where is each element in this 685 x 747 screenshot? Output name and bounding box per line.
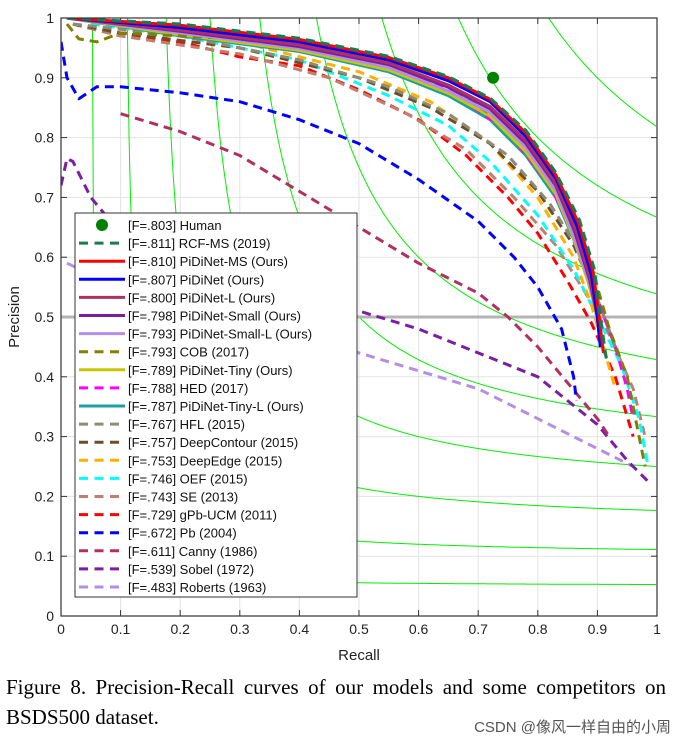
legend-entry: [F=.793] COB (2017): [128, 345, 249, 360]
legend-entry: [F=.789] PiDiNet-Tiny (Ours): [128, 363, 293, 378]
legend-entry: [F=.611] Canny (1986): [128, 544, 257, 559]
figure-caption: Figure 8. Precision-Recall curves of our…: [6, 675, 666, 729]
y-tick-label: 0.3: [35, 429, 55, 445]
x-tick-label: 0.8: [528, 621, 548, 637]
legend-entry: [F=.798] PiDiNet-Small (Ours): [128, 309, 301, 324]
legend-entry: [F=.767] HFL (2015): [128, 417, 245, 432]
legend-entry: [F=.788] HED (2017): [128, 381, 248, 396]
legend-entry: [F=.787] PiDiNet-Tiny-L (Ours): [128, 399, 304, 414]
legend-entry: [F=.810] PiDiNet-MS (Ours): [128, 254, 288, 269]
x-tick-label: 0.1: [111, 621, 131, 637]
legend-entry: [F=.729] gPb-UCM (2011): [128, 508, 277, 523]
y-tick-label: 0.1: [35, 548, 55, 564]
legend-human-marker: [96, 219, 108, 231]
x-tick-label: 0.5: [349, 621, 369, 637]
series-line: [72, 22, 635, 438]
y-tick-label: 0.6: [35, 249, 55, 265]
x-tick-label: 0.6: [409, 621, 429, 637]
x-tick-label: 0: [57, 621, 65, 637]
legend-entry: [F=.743] SE (2013): [128, 490, 238, 505]
legend: [F=.803] Human [F=.811] RCF-MS (2019) [F=.…: [74, 212, 358, 598]
y-tick-label: 0: [46, 608, 54, 624]
iso-f-contour: [381, 18, 657, 295]
x-tick-label: 1: [653, 621, 661, 637]
legend-entry: [F=.800] PiDiNet-L (Ours): [128, 290, 275, 305]
y-tick-label: 0.7: [35, 189, 55, 205]
legend-entry: [F=.757] DeepContour (2015): [128, 435, 298, 450]
series-line: [120, 112, 611, 438]
y-tick-label: 0.5: [35, 309, 55, 325]
legend-entry: [F=.672] Pb (2004): [128, 526, 237, 541]
pr-chart: 0 0.1 0.2 0.3 0.4 0.5 0.6 0.7 0.8 0.9 1 0 0.1 0.2 0.3 0…: [6, 10, 661, 664]
human-point: [487, 71, 500, 84]
watermark: CSDN @像风一样自由的小周: [474, 719, 671, 736]
y-tick-label: 0.4: [35, 369, 55, 385]
y-tick-label: 1: [46, 10, 54, 26]
x-tick-label: 0.9: [588, 621, 608, 637]
series-line: [61, 41, 578, 401]
legend-entry: [F=.803] Human: [128, 218, 222, 233]
legend-entry: [F=.483] Roberts (1963): [128, 580, 266, 595]
y-tick-label: 0.2: [35, 488, 55, 504]
x-tick-label: 0.4: [290, 621, 310, 637]
series-line: [90, 22, 650, 467]
series-line: [61, 157, 653, 486]
x-tick-label: 0.3: [230, 621, 250, 637]
series-line: [66, 18, 602, 348]
series-line: [66, 18, 608, 360]
axes-box: [60, 17, 658, 617]
x-tick-label: 0.7: [468, 621, 488, 637]
legend-entry: [F=.807] PiDiNet (Ours): [128, 272, 264, 287]
legend-entry: [F=.539] Sobel (1972): [128, 562, 254, 577]
y-tick-label: 0.8: [35, 130, 55, 146]
iso-f-contour: [547, 18, 657, 127]
x-tick-label: 0.2: [170, 621, 190, 637]
legend-entry: [F=.793] PiDiNet-Small-L (Ours): [128, 327, 312, 342]
y-axis-label: Precision: [6, 286, 23, 348]
y-tick-label: 0.9: [35, 70, 55, 86]
legend-entry: [F=.811] RCF-MS (2019): [128, 236, 270, 251]
legend-entry: [F=.753] DeepEdge (2015): [128, 453, 282, 468]
iso-f-contour: [315, 18, 657, 360]
legend-entry: [F=.746] OEF (2015): [128, 471, 248, 486]
x-axis-label: Recall: [338, 647, 380, 664]
